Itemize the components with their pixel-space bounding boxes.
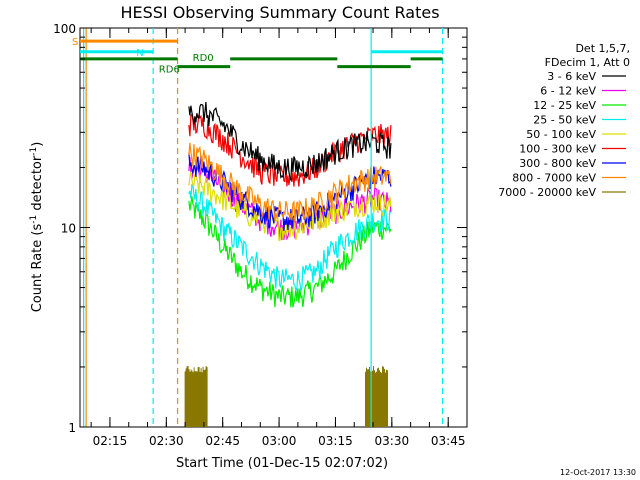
n-mode-label: N (136, 48, 143, 59)
x-tick-label-4: 03:00 (262, 434, 297, 448)
x-tick-label-1: 02:15 (93, 434, 128, 448)
series-layer (184, 101, 392, 427)
y-axis-label: Count Rate (s-1 detector-1) (29, 142, 45, 313)
legend-entry-label-4: 25 - 50 keV (533, 114, 596, 127)
y-tick-label-1: 1 (68, 421, 76, 435)
legend-title-1: Det 1,5,7, (575, 42, 630, 55)
x-tick-label-7: 03:45 (431, 434, 466, 448)
series-7000-20000-kev (184, 366, 388, 427)
s-mode-label: S (72, 37, 78, 48)
series-800-7000-kev (188, 142, 392, 223)
y-axis-label-mid: detector (30, 155, 45, 215)
x-tick-label-5: 03:15 (318, 434, 353, 448)
footer-date: 12-Oct-2017 13:30 (560, 468, 636, 477)
axes-layer: 02:15 02:30 02:45 03:00 03:15 03:30 03:45 1 10 10… (53, 22, 468, 448)
y-tick-label-3: 100 (53, 22, 76, 36)
series-25-50-kev (188, 183, 392, 292)
y-tick-label-2: 10 (61, 222, 76, 236)
legend-entry-label-1: 3 - 6 keV (547, 70, 596, 83)
legend-entry-label-8: 800 - 7000 keV (512, 172, 596, 185)
series-12-25-kev-line (188, 196, 392, 308)
rd0-label: RD0 (193, 53, 214, 64)
legend-entry-label-3: 12 - 25 keV (533, 99, 596, 112)
series-800-7000-kev-line (188, 142, 392, 223)
x-axis-label: Start Time (01-Dec-15 02:07:02) (176, 456, 388, 471)
series-12-25-kev (188, 196, 392, 308)
y-axis-label-sup1: -1 (29, 215, 39, 224)
legend-entry-label-9: 7000 - 20000 keV (498, 186, 596, 199)
y-axis-label-end: ) (30, 142, 45, 147)
rd6-label: RD6 (159, 65, 180, 76)
chart-title: HESSI Observing Summary Count Rates (120, 3, 439, 22)
legend-entry-label-7: 300 - 800 keV (519, 157, 596, 170)
series-3-6-kev (188, 101, 392, 181)
x-tick-label-2: 02:30 (149, 434, 184, 448)
series-50-100-kev (188, 171, 392, 242)
series-50-100-kev-line (188, 171, 392, 242)
x-tick-label-6: 03:30 (375, 434, 410, 448)
series-25-50-kev-line (188, 183, 392, 292)
series-3-6-kev-line (188, 101, 392, 181)
y-axis-label-sup2: -1 (29, 147, 39, 156)
legend-title-2: FDecim 1, Att 0 (545, 56, 630, 69)
legend-entry-label-6: 100 - 300 keV (519, 143, 596, 156)
y-axis-label-main: Count Rate (s (30, 224, 45, 313)
x-tick-label-3: 02:45 (205, 434, 240, 448)
legend-entry-label-5: 50 - 100 keV (526, 128, 596, 141)
legend-entry-label-2: 6 - 12 keV (540, 85, 596, 98)
legend: Det 1,5,7,FDecim 1, Att 03 - 6 keV 6 - 12… (498, 42, 630, 199)
series-7000-20000-kev-mark (365, 366, 388, 427)
annotation-layer: S N RD0 RD6 (72, 28, 444, 427)
series-7000-20000-kev-mark (184, 366, 208, 427)
